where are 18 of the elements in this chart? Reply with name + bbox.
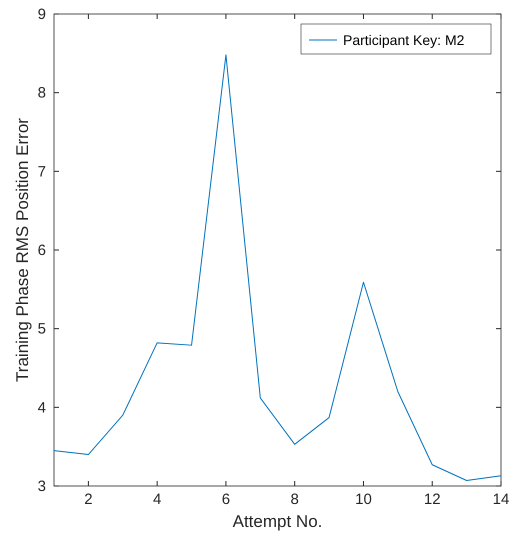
x-tick-label: 6 — [222, 491, 230, 508]
x-axis-title: Attempt No. — [232, 512, 322, 531]
x-tick-label: 4 — [152, 491, 162, 508]
x-tick-label: 12 — [424, 491, 441, 508]
y-tick-label: 8 — [38, 84, 46, 102]
legend-label: Participant Key: M2 — [343, 32, 465, 48]
y-axis-title: Training Phase RMS Position Error — [13, 118, 32, 382]
y-tick-label: 5 — [38, 320, 46, 338]
y-tick-label: 6 — [38, 242, 46, 259]
x-tick-label: 8 — [290, 491, 299, 508]
y-tick-label: 7 — [38, 163, 46, 180]
y-tick-label: 3 — [38, 478, 46, 495]
x-tick-label: 14 — [492, 491, 510, 508]
y-tick-label: 4 — [38, 399, 46, 416]
y-tick-label: 9 — [38, 6, 46, 23]
x-tick-label: 2 — [84, 491, 93, 508]
x-tick-label: 10 — [355, 491, 372, 508]
line-series — [54, 54, 502, 481]
